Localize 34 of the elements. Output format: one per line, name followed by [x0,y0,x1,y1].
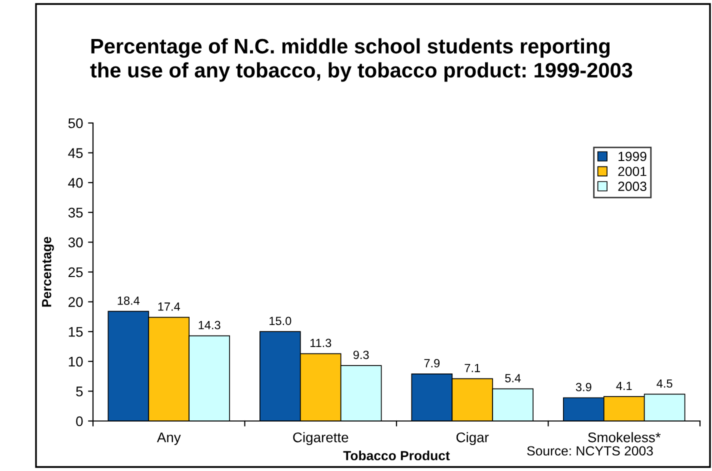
data-label: 5.4 [505,374,521,382]
x-tick-label: Cigar [456,432,489,446]
y-tick-label: 10 [68,356,83,367]
data-label: 7.9 [424,359,440,368]
data-label: 4.5 [656,379,672,388]
legend-label: 2001 [618,166,646,176]
data-label: 18.4 [118,296,140,305]
data-label: 11.3 [310,338,332,348]
y-tick-label: 50 [68,118,83,128]
data-label: 7.1 [464,364,480,372]
y-tick-label: 0 [76,416,83,426]
data-label: 3.9 [576,382,592,392]
data-label: 14.3 [198,320,220,330]
x-tick-label: Any [156,432,181,446]
y-tick-label: 5 [76,386,83,396]
data-label: 17.4 [158,302,180,311]
y-tick-label: 25 [68,267,83,278]
chart-title: Percentage of N.C. middle school students reporting the use of any tobacco, by tobacco product: 1999-2003 [90,38,632,82]
legend-label: 2003 [618,182,646,192]
x-tick-label: Cigarette [293,432,348,446]
y-tick-label: 15 [68,327,83,337]
data-label: 9.3 [353,350,369,360]
y-tick-label: 40 [68,178,83,188]
y-tick-label: 30 [68,238,83,248]
y-tick-label: 35 [68,208,83,218]
legend-label: 1999 [618,152,646,162]
source-note: Source: NCYTS 2003 [527,446,653,456]
x-tick-label: Smokeless* [588,432,661,442]
y-tick-label: 20 [68,297,83,307]
y-axis-title: Percentage [42,236,54,307]
y-tick-label: 45 [68,148,83,158]
x-axis-title: Tobacco Product [343,450,450,460]
data-label: 15.0 [270,316,292,326]
data-label: 4.1 [616,382,632,390]
